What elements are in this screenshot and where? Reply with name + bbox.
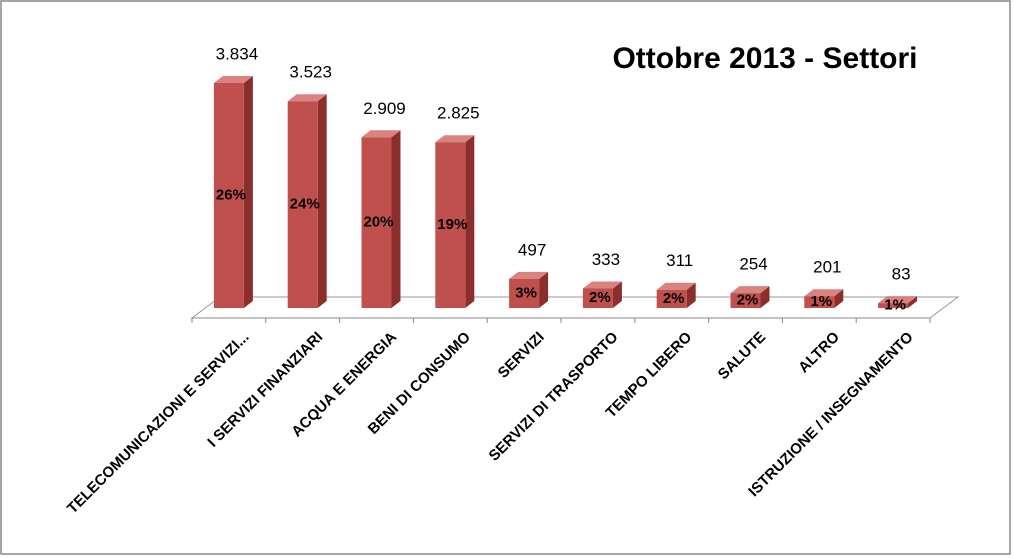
bar-front: [656, 289, 687, 308]
value-label: 254: [739, 255, 767, 274]
bar-top: [287, 94, 327, 102]
bar-front: [804, 296, 835, 308]
bar-side: [834, 289, 844, 308]
bar: [213, 76, 253, 308]
share-label: 24%: [290, 196, 320, 213]
bar-side: [317, 94, 327, 308]
bar: [878, 296, 918, 308]
value-label: 311: [666, 251, 693, 270]
bar-side: [908, 296, 918, 308]
bar-front: [582, 288, 613, 308]
value-label: 3.834: [216, 44, 259, 63]
value-label: 3.523: [289, 63, 332, 82]
bar-side: [760, 286, 770, 308]
value-label: 201: [813, 258, 841, 277]
value-label: 333: [592, 250, 620, 269]
bar-side: [243, 76, 253, 308]
value-label: 83: [892, 265, 911, 284]
bar-top: [361, 130, 401, 138]
bar: [582, 281, 622, 308]
bar-top: [582, 281, 622, 289]
bar: [361, 130, 401, 308]
bar: [730, 286, 770, 308]
bar: [804, 289, 844, 308]
value-label: 2.909: [363, 99, 406, 118]
bar-side: [612, 281, 622, 308]
bar-front: [287, 101, 318, 308]
bar: [287, 94, 327, 308]
bar: [656, 282, 696, 308]
bar-top: [730, 286, 770, 294]
bar-side: [465, 135, 475, 308]
bar-front: [878, 303, 909, 308]
value-label: 2.825: [437, 104, 480, 123]
bar-top: [213, 76, 253, 83]
share-label: 3%: [515, 284, 537, 301]
bar-top: [509, 271, 549, 279]
bar-top: [878, 296, 918, 304]
share-label: 1%: [884, 297, 906, 314]
bar-side: [686, 282, 696, 308]
share-label: 26%: [216, 186, 246, 203]
share-label: 20%: [363, 214, 393, 231]
bar-top: [804, 289, 844, 297]
bar-front: [361, 137, 392, 308]
share-label: 2%: [589, 289, 611, 306]
share-label: 1%: [810, 293, 832, 310]
bar-side: [391, 130, 401, 308]
bar-side: [539, 271, 549, 308]
bar-front: [509, 278, 540, 308]
chart-title: Ottobre 2013 - Settori: [612, 42, 917, 75]
share-label: 19%: [437, 216, 467, 233]
share-label: 2%: [737, 292, 759, 309]
bar: [435, 135, 475, 308]
bar: [509, 271, 549, 308]
share-label: 2%: [663, 290, 685, 307]
bar-top: [435, 135, 475, 143]
value-label: 497: [518, 240, 546, 259]
bar-front: [730, 293, 761, 308]
bar-front: [435, 142, 466, 308]
bar-top: [656, 282, 696, 290]
bar-front: [213, 83, 244, 308]
